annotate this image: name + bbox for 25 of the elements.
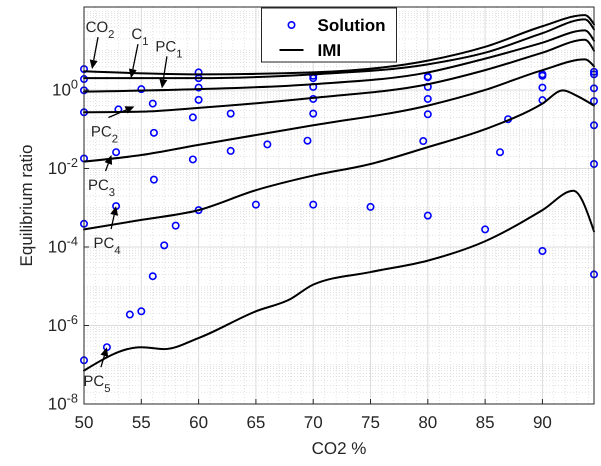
annotation: PC$_{1}$ xyxy=(155,38,182,60)
annotation: PC$_{3}$ xyxy=(88,177,116,200)
y-tick-label: 10$^{0}$ xyxy=(52,76,78,100)
y-tick-label: 10$^{-4}$ xyxy=(48,232,78,256)
legend-label: IMI xyxy=(318,41,342,60)
y-tick-label: 10$^{-2}$ xyxy=(48,154,78,178)
y-axis-title: Equilibrium ratio xyxy=(17,144,36,266)
x-tick-label: 65 xyxy=(246,413,266,432)
x-tick-label: 90 xyxy=(532,413,552,432)
y-tick-label: 10$^{-8}$ xyxy=(48,390,78,414)
annotation: PC$_{2}$ xyxy=(90,123,118,146)
x-tick-label: 75 xyxy=(361,413,380,432)
x-tick-label: 50 xyxy=(74,413,94,432)
x-tick-label: 85 xyxy=(476,413,495,432)
y-tick-label: 10$^{-6}$ xyxy=(48,311,78,335)
legend-label: Solution xyxy=(318,16,386,35)
x-tick-label: 80 xyxy=(418,413,438,432)
x-tick-label: 60 xyxy=(189,413,208,432)
x-tick-label: 70 xyxy=(304,413,323,432)
x-axis-title: CO2 % xyxy=(312,439,366,458)
annotation: PC$_{4}$ xyxy=(94,235,121,258)
x-tick-label: 55 xyxy=(132,413,151,432)
annotation: PC$_{5}$ xyxy=(83,373,110,396)
annotation: C$_{1}$ xyxy=(131,26,149,48)
annotation: CO$_{2}$ xyxy=(86,19,114,42)
